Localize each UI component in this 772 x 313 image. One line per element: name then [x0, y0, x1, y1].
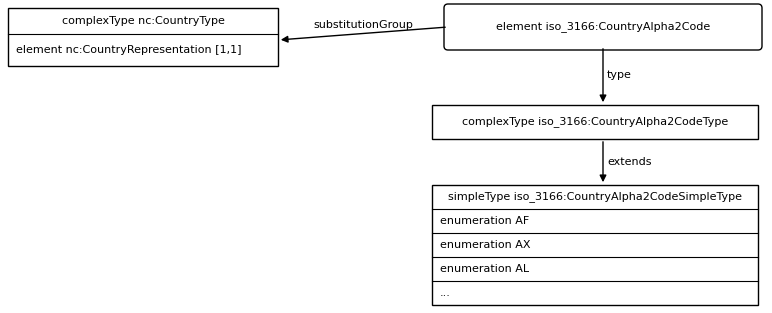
Text: type: type — [607, 70, 631, 80]
Bar — [432, 185, 758, 305]
Text: substitutionGroup: substitutionGroup — [313, 19, 413, 29]
Text: extends: extends — [607, 157, 652, 167]
Text: ...: ... — [440, 288, 451, 298]
Text: simpleType iso_3166:CountryAlpha2CodeSimpleType: simpleType iso_3166:CountryAlpha2CodeSim… — [448, 192, 742, 203]
Text: enumeration AF: enumeration AF — [440, 216, 530, 226]
Text: enumeration AX: enumeration AX — [440, 240, 530, 250]
Text: element iso_3166:CountryAlpha2Code: element iso_3166:CountryAlpha2Code — [496, 22, 710, 33]
Bar — [8, 8, 278, 66]
Text: complexType iso_3166:CountryAlpha2CodeType: complexType iso_3166:CountryAlpha2CodeTy… — [462, 116, 728, 127]
Bar — [432, 105, 758, 139]
FancyBboxPatch shape — [444, 4, 762, 50]
Text: complexType nc:CountryType: complexType nc:CountryType — [62, 16, 225, 26]
Text: enumeration AL: enumeration AL — [440, 264, 529, 274]
Text: element nc:CountryRepresentation [1,1]: element nc:CountryRepresentation [1,1] — [16, 45, 242, 55]
